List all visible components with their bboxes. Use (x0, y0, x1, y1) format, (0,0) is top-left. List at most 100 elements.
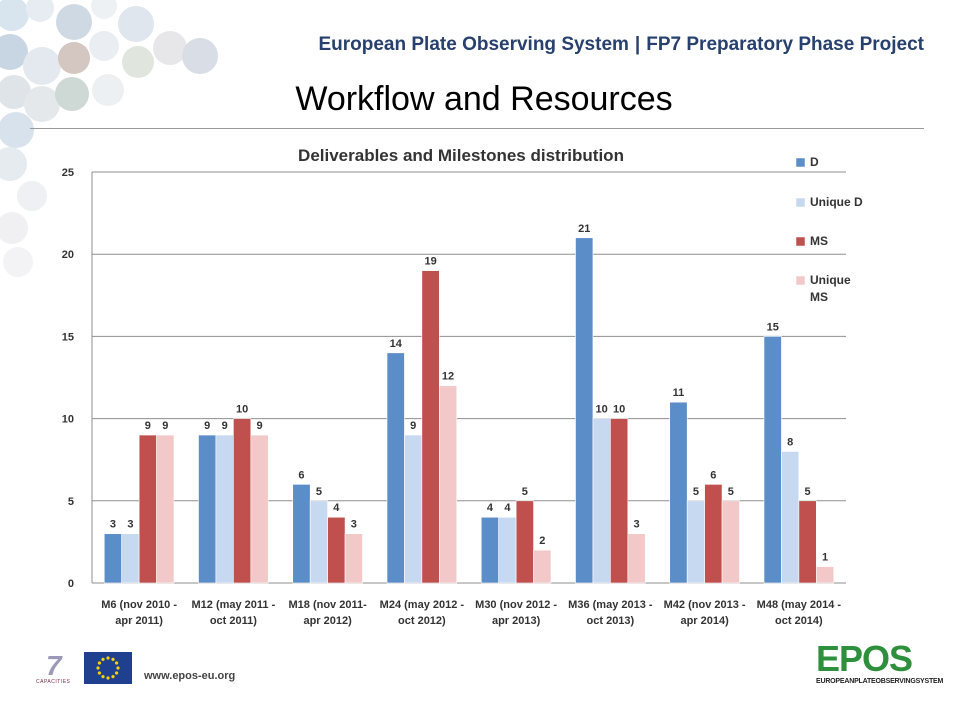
legend-label: D (810, 155, 819, 169)
legend-label: Unique (810, 273, 851, 287)
data-label: 5 (728, 486, 734, 498)
data-label: 8 (787, 436, 793, 448)
bar-unique-d (592, 418, 611, 584)
legend-label: MS (810, 234, 828, 248)
x-tick-label: oct 2013) (587, 615, 635, 627)
data-label: 9 (162, 420, 168, 432)
data-label: 3 (127, 519, 133, 531)
y-tick-label: 15 (62, 331, 74, 343)
title-divider (30, 128, 924, 129)
footer-website-link[interactable]: www.epos-eu.org (144, 670, 236, 682)
x-tick-label: apr 2013) (492, 615, 541, 627)
x-tick-label: apr 2014) (680, 615, 729, 627)
data-label: 21 (578, 223, 590, 235)
epos-logo-word: EPOS (816, 638, 913, 679)
data-label: 10 (236, 404, 248, 416)
header-left-text: European Plate Observing System (318, 34, 629, 55)
eu-flag-icon (84, 652, 132, 684)
bar-ms (327, 516, 346, 584)
legend-label: Unique D (810, 195, 863, 209)
header-right-text: FP7 Preparatory Phase Project (646, 34, 924, 55)
bar-d (763, 336, 782, 584)
x-tick-label: M6 (nov 2010 - (101, 599, 177, 611)
data-label: 5 (522, 486, 528, 498)
data-label: 3 (110, 519, 116, 531)
data-label: 9 (145, 420, 151, 432)
bar-d (198, 434, 217, 584)
bar-unique-d (404, 434, 423, 584)
data-label: 4 (487, 502, 494, 514)
legend-swatch (795, 157, 806, 168)
x-tick-label: M48 (may 2014 - (757, 599, 842, 611)
bar-ms (138, 434, 157, 584)
data-label: 10 (596, 404, 608, 416)
y-tick-label: 5 (68, 496, 74, 508)
bar-chart: Deliverables and Milestones distribution… (62, 146, 863, 627)
bar-unique-ms (344, 533, 363, 584)
data-label: 9 (204, 420, 210, 432)
data-label: 12 (442, 371, 454, 383)
data-label: 9 (410, 420, 416, 432)
bar-d (292, 484, 311, 584)
data-label: 2 (539, 535, 545, 547)
data-label: 10 (613, 404, 625, 416)
bar-unique-ms (816, 566, 835, 584)
x-tick-label: oct 2014) (775, 615, 823, 627)
legend-swatch (795, 197, 806, 208)
header-separator: | (634, 34, 641, 55)
data-label: 5 (316, 486, 322, 498)
legend-swatch (795, 275, 806, 286)
data-label: 4 (333, 502, 340, 514)
x-tick-label: M18 (nov 2011- (288, 599, 367, 611)
bar-ms (798, 500, 817, 584)
bar-unique-d (686, 500, 705, 584)
x-tick-label: M24 (may 2012 - (380, 599, 465, 611)
data-label: 9 (222, 420, 228, 432)
bar-unique-d (121, 533, 140, 584)
x-tick-label: M30 (nov 2012 - (475, 599, 557, 611)
epos-logo: EPOS EUROPEANPLATEOBSERVINGSYSTEM (816, 638, 943, 688)
y-tick-label: 25 (62, 167, 74, 179)
bar-unique-d (215, 434, 234, 584)
bar-unique-d (309, 500, 328, 584)
data-label: 5 (805, 486, 811, 498)
bar-d (575, 237, 594, 584)
data-label: 3 (633, 519, 639, 531)
bar-ms (515, 500, 534, 584)
bar-d (386, 352, 405, 584)
data-label: 19 (424, 256, 436, 268)
legend-label: MS (810, 290, 828, 304)
legend-swatch (795, 236, 806, 247)
chart-title: Deliverables and Milestones distribution (298, 146, 624, 165)
bar-unique-ms (721, 500, 740, 584)
x-tick-label: oct 2012) (398, 615, 446, 627)
data-label: 6 (710, 469, 716, 481)
bar-unique-ms (439, 385, 458, 584)
data-label: 3 (351, 519, 357, 531)
x-tick-label: apr 2011) (115, 615, 163, 627)
bar-ms (610, 418, 629, 584)
bar-ms (421, 270, 440, 584)
y-tick-label: 10 (62, 414, 74, 426)
data-label: 1 (822, 552, 828, 564)
fp7-logo: 7 CAPACITIES (36, 650, 78, 686)
bar-unique-ms (250, 434, 269, 584)
data-label: 6 (298, 469, 304, 481)
epos-logo-subtitle: EUROPEANPLATEOBSERVINGSYSTEM (816, 678, 944, 685)
bar-ms (233, 418, 252, 584)
eu-stars-icon (96, 656, 120, 680)
bar-unique-d (498, 516, 517, 584)
data-label: 11 (673, 387, 685, 399)
data-label: 14 (390, 338, 403, 350)
slide-title: Workflow and Resources (295, 80, 673, 118)
bar-unique-d (781, 451, 800, 584)
data-label: 4 (504, 502, 511, 514)
bar-d (480, 516, 499, 584)
x-tick-label: oct 2011) (210, 615, 257, 627)
x-tick-label: M12 (may 2011 - (191, 599, 275, 611)
x-tick-label: M42 (nov 2013 - (664, 599, 746, 611)
data-label: 15 (767, 321, 779, 333)
data-label: 9 (256, 420, 262, 432)
x-tick-label: M36 (may 2013 - (568, 599, 653, 611)
bar-d (103, 533, 122, 584)
